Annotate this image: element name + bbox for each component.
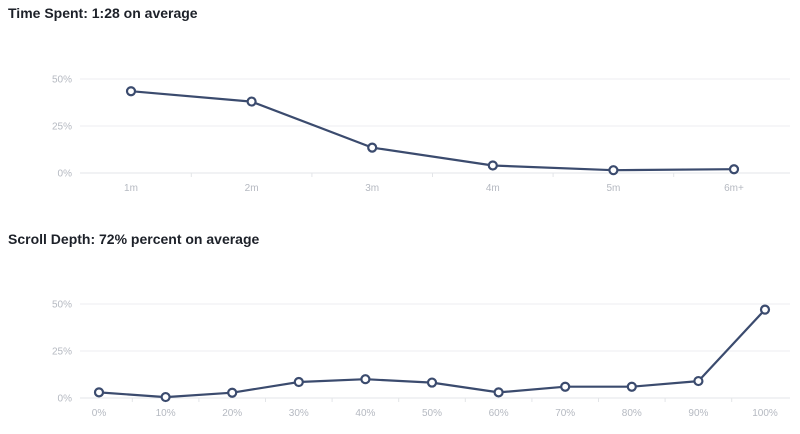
- data-point[interactable]: [608, 165, 619, 176]
- x-tick-label: 50%: [422, 408, 442, 419]
- data-point[interactable]: [227, 387, 238, 398]
- data-point[interactable]: [93, 387, 105, 398]
- x-tick-label: 70%: [555, 408, 575, 419]
- data-point[interactable]: [360, 374, 371, 385]
- x-tick-label: 3m: [365, 183, 379, 194]
- x-tick-label: 20%: [222, 408, 242, 419]
- x-tick-label: 5m: [606, 183, 620, 194]
- data-point[interactable]: [493, 387, 504, 398]
- series-line: [129, 90, 736, 172]
- data-point[interactable]: [759, 304, 771, 315]
- x-tick-label: 40%: [355, 408, 375, 419]
- data-point[interactable]: [367, 142, 378, 153]
- x-tick-label: 80%: [622, 408, 642, 419]
- x-tick-label: 2m: [245, 183, 259, 194]
- x-tick-label: 1m: [124, 183, 138, 194]
- x-tick-label: 100%: [752, 408, 778, 419]
- time-spent-chart: 0% 25% 50% 1m 2m 3m 4m 5m 6m+: [52, 75, 790, 194]
- x-tick-label: 4m: [486, 183, 500, 194]
- x-tick-label: 30%: [289, 408, 309, 419]
- data-point[interactable]: [728, 164, 740, 175]
- y-tick-label: 25%: [52, 122, 72, 133]
- data-point[interactable]: [293, 376, 304, 388]
- x-tick-label: 90%: [688, 408, 708, 419]
- y-tick-label: 25%: [52, 347, 72, 358]
- y-tick-label: 50%: [52, 300, 72, 311]
- x-tick-label: 0%: [92, 408, 107, 419]
- x-tick-label: 60%: [489, 408, 509, 419]
- data-point[interactable]: [693, 375, 704, 387]
- x-tick-label: 10%: [156, 408, 176, 419]
- data-point[interactable]: [626, 381, 637, 392]
- data-point[interactable]: [560, 381, 571, 392]
- time-spent-title: Time Spent: 1:28 on average: [8, 5, 198, 21]
- y-tick-label: 0%: [58, 169, 73, 180]
- data-point[interactable]: [125, 86, 137, 97]
- y-tick-label: 50%: [52, 75, 72, 86]
- y-tick-label: 0%: [58, 394, 73, 405]
- data-point[interactable]: [246, 96, 257, 107]
- scroll-depth-title: Scroll Depth: 72% percent on average: [8, 231, 260, 247]
- data-point[interactable]: [160, 391, 171, 403]
- scroll-depth-chart: 0% 25% 50% 0% 10% 20% 30% 40% 50% 60% 70% 80% 90% 100…: [52, 300, 790, 419]
- data-point[interactable]: [487, 160, 498, 171]
- x-tick-label: 6m+: [724, 183, 744, 194]
- data-point[interactable]: [426, 377, 438, 388]
